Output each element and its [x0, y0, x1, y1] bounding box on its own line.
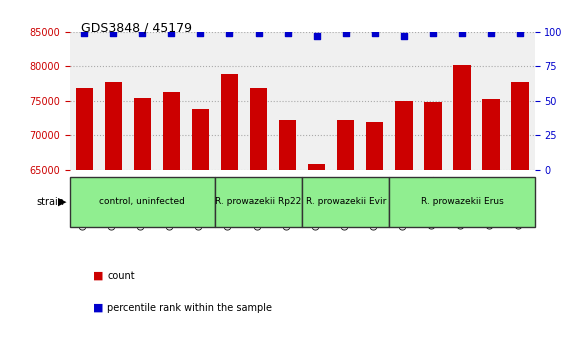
- Bar: [105, 81, 122, 354]
- Point: [515, 30, 525, 36]
- Bar: [279, 120, 296, 354]
- Point: [283, 30, 292, 36]
- Point: [312, 33, 321, 39]
- Point: [80, 30, 89, 36]
- Bar: [453, 65, 471, 354]
- Bar: [221, 74, 238, 354]
- Point: [167, 30, 176, 36]
- Text: count: count: [107, 271, 135, 281]
- Text: percentile rank within the sample: percentile rank within the sample: [107, 303, 272, 313]
- Text: R. prowazekii Evir: R. prowazekii Evir: [306, 197, 386, 206]
- Bar: [76, 88, 93, 354]
- Text: strain: strain: [36, 197, 64, 207]
- Bar: [482, 99, 500, 354]
- Text: R. prowazekii Erus: R. prowazekii Erus: [421, 197, 503, 206]
- Point: [399, 33, 408, 39]
- Point: [138, 30, 147, 36]
- Text: R. prowazekii Rp22: R. prowazekii Rp22: [216, 197, 302, 206]
- Bar: [308, 164, 325, 354]
- Point: [225, 30, 234, 36]
- Point: [370, 30, 379, 36]
- Text: ▶: ▶: [58, 197, 67, 207]
- Bar: [250, 88, 267, 354]
- Point: [109, 30, 118, 36]
- Text: ■: ■: [93, 303, 103, 313]
- Point: [341, 30, 350, 36]
- Bar: [366, 121, 383, 354]
- Bar: [134, 98, 151, 354]
- Text: GDS3848 / 45179: GDS3848 / 45179: [81, 21, 192, 34]
- Bar: [424, 102, 442, 354]
- Text: control, uninfected: control, uninfected: [99, 197, 185, 206]
- Text: ■: ■: [93, 271, 103, 281]
- Point: [254, 30, 263, 36]
- Bar: [395, 101, 413, 354]
- Point: [457, 30, 467, 36]
- Bar: [337, 120, 354, 354]
- Point: [196, 30, 205, 36]
- Bar: [163, 92, 180, 354]
- Bar: [511, 82, 529, 354]
- Bar: [192, 109, 209, 354]
- Point: [486, 30, 496, 36]
- Point: [428, 30, 437, 36]
